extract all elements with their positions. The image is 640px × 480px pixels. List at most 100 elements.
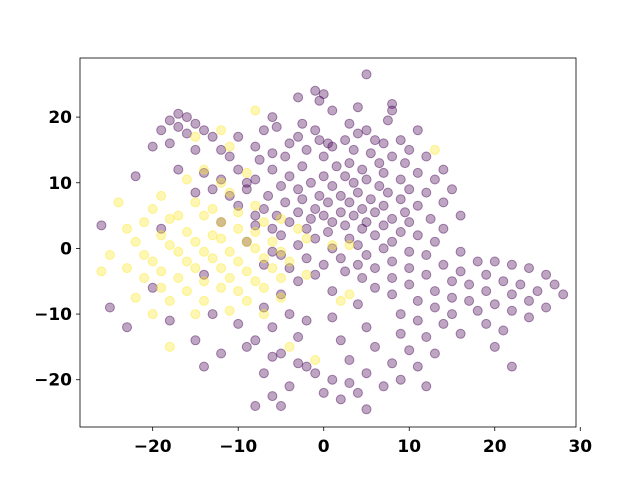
- scatter-point: [318, 259, 329, 270]
- scatter-point: [258, 368, 269, 379]
- scatter-point: [352, 102, 363, 113]
- scatter-point: [340, 135, 351, 146]
- scatter-point: [199, 269, 209, 280]
- y-tick-label: 20: [48, 108, 72, 128]
- scatter-point: [314, 135, 325, 146]
- scatter-point: [335, 295, 346, 306]
- scatter-point: [305, 177, 316, 188]
- scatter-point: [130, 171, 141, 182]
- scatter-point: [224, 273, 235, 283]
- scatter-point: [310, 233, 321, 244]
- scatter-point: [199, 167, 209, 178]
- scatter-point: [361, 174, 372, 185]
- scatter-point: [327, 312, 338, 323]
- scatter-point: [318, 89, 329, 100]
- scatter-point: [181, 128, 192, 139]
- scatter-point: [224, 151, 235, 162]
- scatter-point: [357, 223, 368, 234]
- scatter-point: [241, 236, 252, 247]
- scatter-point: [250, 243, 261, 254]
- scatter-point: [352, 259, 363, 270]
- scatter-point: [447, 309, 457, 320]
- scatter-point: [335, 207, 346, 218]
- scatter-point: [276, 230, 286, 241]
- scatter-point: [173, 108, 184, 119]
- scatter-point: [233, 207, 244, 218]
- scatter-point: [352, 240, 363, 251]
- scatter-point: [267, 223, 278, 234]
- scatter-point: [472, 305, 483, 316]
- scatter-point: [164, 341, 175, 352]
- scatter-point: [258, 259, 269, 270]
- scatter-point: [156, 190, 167, 201]
- scatter-point: [216, 263, 227, 274]
- x-tick-label: 0: [318, 437, 330, 457]
- scatter-point: [267, 112, 278, 123]
- scatter-point: [113, 197, 124, 208]
- scatter-point: [541, 269, 552, 280]
- scatter-point: [447, 276, 457, 287]
- scatter-point: [293, 276, 304, 287]
- scatter-point: [271, 121, 282, 132]
- scatter-point: [327, 240, 338, 251]
- scatter-point: [310, 125, 321, 136]
- scatter-point: [164, 240, 175, 251]
- scatter-point: [122, 322, 132, 333]
- scatter-point: [395, 174, 406, 185]
- scatter-point: [327, 374, 338, 385]
- scatter-point: [344, 197, 355, 208]
- scatter-point: [250, 227, 261, 237]
- y-tick-label: 0: [60, 239, 72, 259]
- scatter-point: [280, 151, 291, 162]
- scatter-point: [276, 348, 286, 359]
- scatter-point: [404, 184, 415, 195]
- scatter-point: [387, 151, 398, 162]
- scatter-point: [412, 200, 423, 211]
- scatter-point: [370, 282, 380, 293]
- scatter-point: [305, 213, 316, 224]
- scatter-point: [318, 151, 329, 162]
- scatter-point: [284, 217, 295, 228]
- scatter-point: [164, 315, 175, 326]
- scatter-point: [224, 187, 235, 198]
- scatter-point: [216, 282, 227, 293]
- scatter-point: [378, 243, 389, 254]
- scatter-point: [147, 282, 158, 293]
- scatter-point: [164, 138, 175, 149]
- scatter-point: [173, 210, 184, 221]
- scatter-point: [284, 171, 295, 182]
- scatter-point: [387, 273, 398, 283]
- scatter-point: [301, 144, 312, 155]
- scatter-point: [233, 223, 244, 234]
- scatter-point: [404, 217, 415, 228]
- scatter-point: [216, 174, 227, 185]
- scatter-point: [455, 210, 466, 221]
- scatter-point: [472, 256, 483, 267]
- scatter-point: [327, 217, 338, 228]
- scatter-point: [318, 210, 329, 221]
- y-tick-label: 10: [48, 174, 72, 194]
- scatter-point: [382, 187, 393, 198]
- scatter-point: [250, 335, 261, 346]
- scatter-point: [263, 190, 274, 201]
- scatter-point: [395, 328, 406, 339]
- scatter-point: [276, 273, 286, 283]
- scatter-point: [357, 164, 368, 175]
- scatter-point: [404, 345, 415, 356]
- scatter-point: [297, 161, 308, 172]
- scatter-point: [301, 233, 312, 244]
- scatter-point: [327, 286, 338, 297]
- scatter-point: [361, 69, 372, 80]
- scatter-point: [241, 184, 252, 195]
- scatter-point: [96, 266, 107, 277]
- scatter-point: [421, 151, 432, 162]
- x-tick-label: 10: [397, 437, 421, 457]
- scatter-point: [199, 276, 209, 287]
- scatter-point: [464, 279, 475, 290]
- scatter-point: [267, 351, 278, 362]
- scatter-point: [199, 164, 209, 175]
- scatter-point: [395, 194, 406, 205]
- scatter-point: [387, 213, 398, 224]
- scatter-point: [361, 250, 372, 260]
- scatter-point: [404, 144, 415, 155]
